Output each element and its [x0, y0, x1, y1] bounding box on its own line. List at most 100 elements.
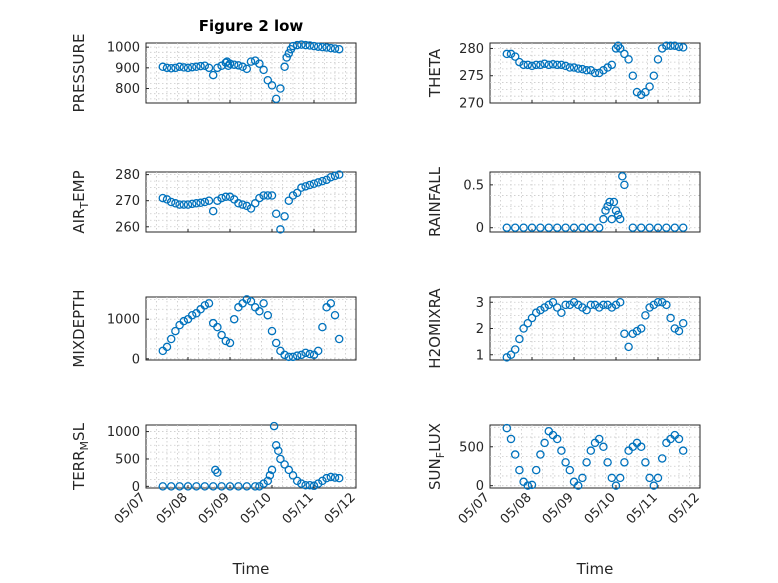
data-point: [632, 326, 642, 336]
data-series: [502, 297, 688, 362]
data-point: [309, 481, 319, 491]
data-point: [284, 49, 294, 58]
data-point: [192, 199, 201, 208]
data-point: [531, 308, 541, 317]
data-point: [292, 40, 302, 50]
data-point: [234, 61, 243, 70]
data-point: [594, 303, 604, 312]
data-point: [594, 68, 604, 78]
data-point: [171, 63, 180, 73]
data-point: [649, 300, 659, 310]
data-point: [645, 473, 654, 483]
data-point: [269, 421, 279, 431]
data-point: [590, 300, 600, 310]
y-tick-label: 1000: [107, 313, 140, 328]
data-point: [519, 324, 528, 333]
data-point: [158, 482, 168, 491]
data-point: [284, 465, 294, 475]
y-axis-label: TERRMSL: [70, 422, 91, 491]
data-point: [242, 201, 252, 211]
data-point: [192, 482, 201, 491]
data-point: [552, 303, 562, 312]
data-point: [552, 223, 562, 232]
data-point: [641, 87, 650, 97]
y-tick-label: 275: [459, 69, 484, 84]
data-point: [523, 60, 533, 70]
data-point: [322, 175, 331, 185]
data-point: [502, 353, 512, 362]
data-point: [552, 60, 562, 70]
data-point: [586, 446, 596, 455]
data-point: [326, 172, 336, 182]
data-point: [309, 41, 319, 51]
data-point: [678, 223, 688, 232]
data-point: [225, 59, 235, 68]
data-point: [519, 223, 528, 232]
data-point: [166, 63, 176, 73]
data-point: [565, 465, 575, 475]
data-point: [238, 62, 247, 72]
data-point: [582, 66, 591, 75]
data-point: [594, 434, 604, 444]
data-point: [506, 350, 516, 359]
data-point: [510, 52, 520, 61]
data-point: [301, 348, 310, 358]
plot-area: [489, 171, 701, 233]
data-point: [242, 295, 252, 304]
data-point: [322, 43, 331, 52]
data-point: [565, 300, 575, 310]
data-point: [603, 63, 612, 72]
data-point: [573, 300, 583, 310]
data-point: [613, 210, 623, 220]
data-point: [196, 61, 205, 71]
data-point: [334, 334, 344, 344]
data-point: [301, 40, 310, 50]
data-point: [552, 434, 562, 444]
data-point: [599, 214, 608, 224]
data-point: [678, 318, 688, 328]
data-point: [569, 223, 579, 232]
data-point: [162, 342, 172, 352]
data-point: [636, 90, 646, 100]
data-point: [615, 297, 625, 307]
y-tick-label: 900: [115, 61, 140, 76]
data-point: [670, 223, 680, 232]
y-tick-label: 1000: [107, 425, 140, 440]
data-point: [158, 193, 168, 203]
data-point: [221, 336, 231, 346]
data-point: [200, 197, 210, 207]
data-point: [246, 297, 256, 306]
data-point: [297, 40, 306, 49]
data-point: [208, 206, 218, 216]
y-tick-label: 0: [132, 352, 140, 367]
data-point: [662, 41, 671, 50]
data-point: [565, 63, 575, 72]
data-point: [179, 316, 189, 326]
data-point: [334, 473, 344, 483]
data-point: [527, 61, 537, 71]
data-point: [263, 75, 273, 85]
data-point: [242, 64, 252, 74]
data-series: [158, 421, 344, 491]
data-point: [636, 223, 646, 232]
data-point: [620, 329, 629, 338]
data-point: [305, 349, 315, 359]
data-point: [620, 458, 629, 467]
data-point: [645, 303, 654, 312]
data-point: [271, 441, 281, 450]
y-tick-label: 3: [476, 296, 484, 311]
data-point: [213, 322, 222, 332]
data-point: [653, 223, 663, 232]
data-point: [225, 482, 235, 491]
data-point: [224, 61, 233, 71]
data-point: [166, 197, 176, 207]
data-point: [242, 482, 252, 491]
data-point: [171, 199, 180, 208]
data-point: [318, 476, 327, 486]
data-series: [158, 170, 344, 234]
data-point: [282, 53, 291, 62]
data-point: [187, 310, 197, 320]
data-point: [515, 465, 524, 475]
data-point: [599, 66, 608, 75]
data-point: [217, 193, 226, 203]
